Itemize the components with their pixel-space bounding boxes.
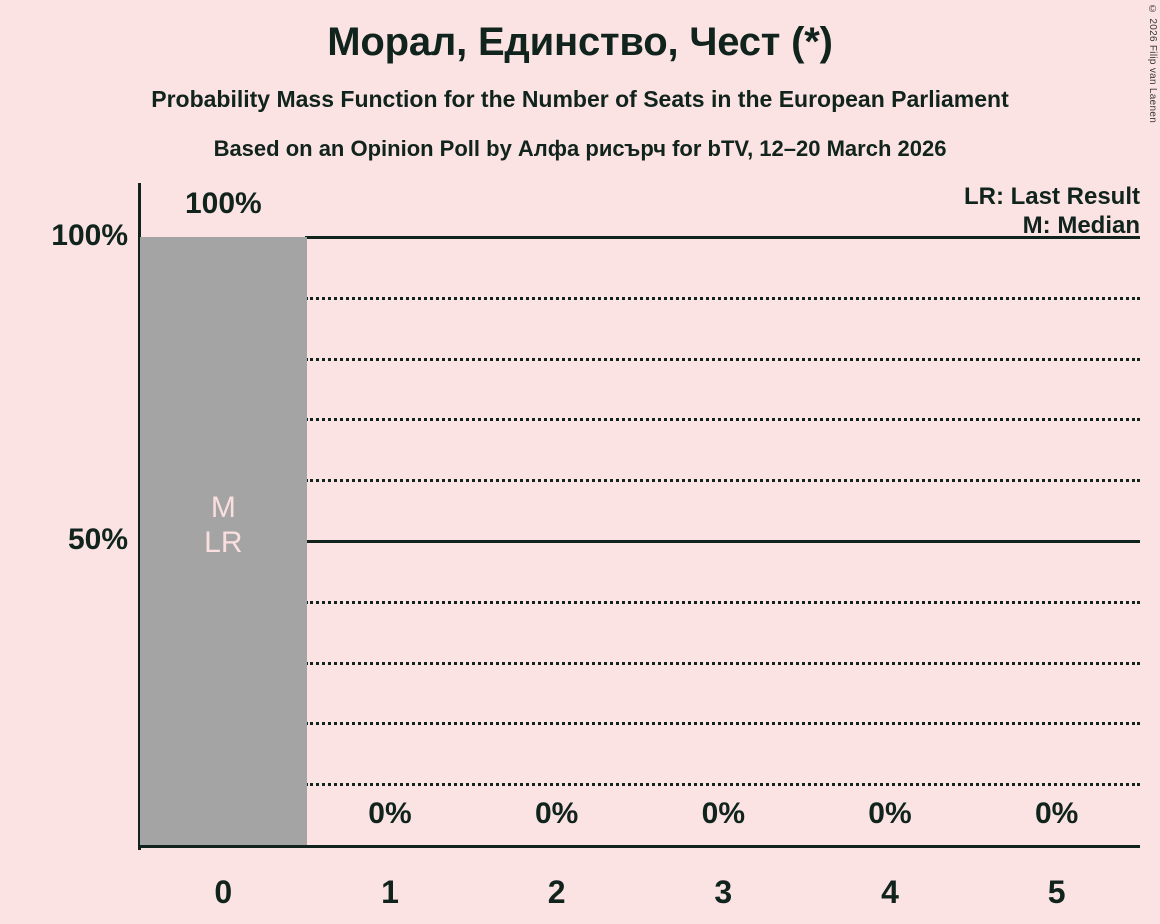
bar-value-label-2: 0% (534, 797, 579, 830)
x-tick-label-3: 3 (714, 874, 733, 910)
gridline-100 (305, 236, 1140, 239)
gridline-90 (305, 296, 1140, 300)
y-tick-label-50: 50% (67, 523, 128, 556)
x-tick-label-4: 4 (881, 874, 899, 910)
legend-entry-median: M: Median (1022, 212, 1140, 240)
x-tick-label-5: 5 (1047, 874, 1066, 910)
x-tick-label-2: 2 (547, 874, 566, 910)
chart-source-line: Based on an Opinion Poll by Алфа рисърч … (213, 136, 947, 161)
chart-legend: LR: Last Result M: Median (964, 182, 1140, 241)
x-axis-line (138, 845, 1140, 848)
legend-entry-last-result: LR: Last Result (963, 183, 1140, 210)
bar-value-label-1: 0% (368, 797, 412, 830)
bar-value-label-0: 100% (184, 187, 262, 220)
copyright-notice: © 2026 Filip van Laenen (1147, 4, 1158, 124)
bar-value-label-3: 0% (701, 797, 745, 830)
y-tick-label-100: 100% (51, 219, 128, 252)
gridline-30 (305, 661, 1140, 665)
chart-header: Морал, Единство, Чест (*) Probability Ma… (0, 0, 1160, 178)
bar-marker-m: M (210, 491, 236, 524)
bar-value-label-5: 0% (1034, 797, 1079, 830)
x-tick-label-0: 0 (214, 874, 233, 910)
bar-seats-0: M LR (140, 237, 307, 845)
gridline-60 (305, 479, 1140, 483)
bar-value-label-4: 0% (868, 797, 912, 830)
x-tick-label-1: 1 (381, 874, 399, 910)
gridline-70 (305, 418, 1140, 422)
bar-marker-labels-0: M LR (140, 490, 307, 561)
gridline-10 (305, 783, 1140, 787)
page-title: Морал, Единство, Чест (*) (327, 20, 833, 64)
y-axis-line (138, 183, 141, 850)
gridline-80 (305, 357, 1140, 361)
gridline-50 (305, 540, 1140, 543)
gridline-40 (305, 600, 1140, 604)
gridline-20 (305, 722, 1140, 726)
chart-subtitle: Probability Mass Function for the Number… (151, 86, 1009, 112)
bar-marker-lr: LR (204, 526, 243, 560)
